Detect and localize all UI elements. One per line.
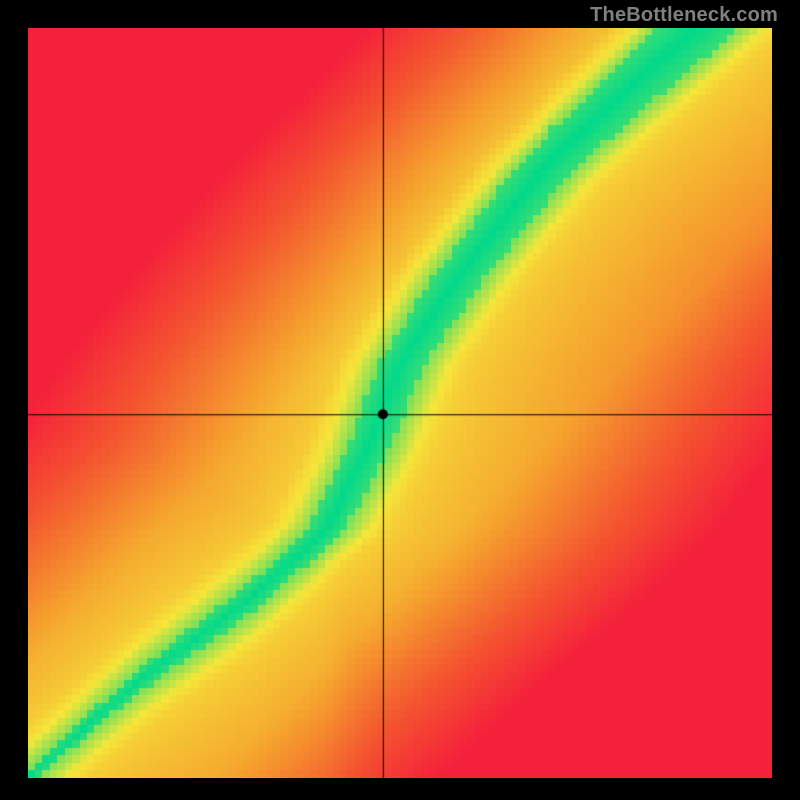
heatmap-canvas [28,28,772,778]
chart-wrapper: TheBottleneck.com [0,0,800,800]
watermark-text: TheBottleneck.com [590,4,778,27]
plot-area [28,28,772,778]
